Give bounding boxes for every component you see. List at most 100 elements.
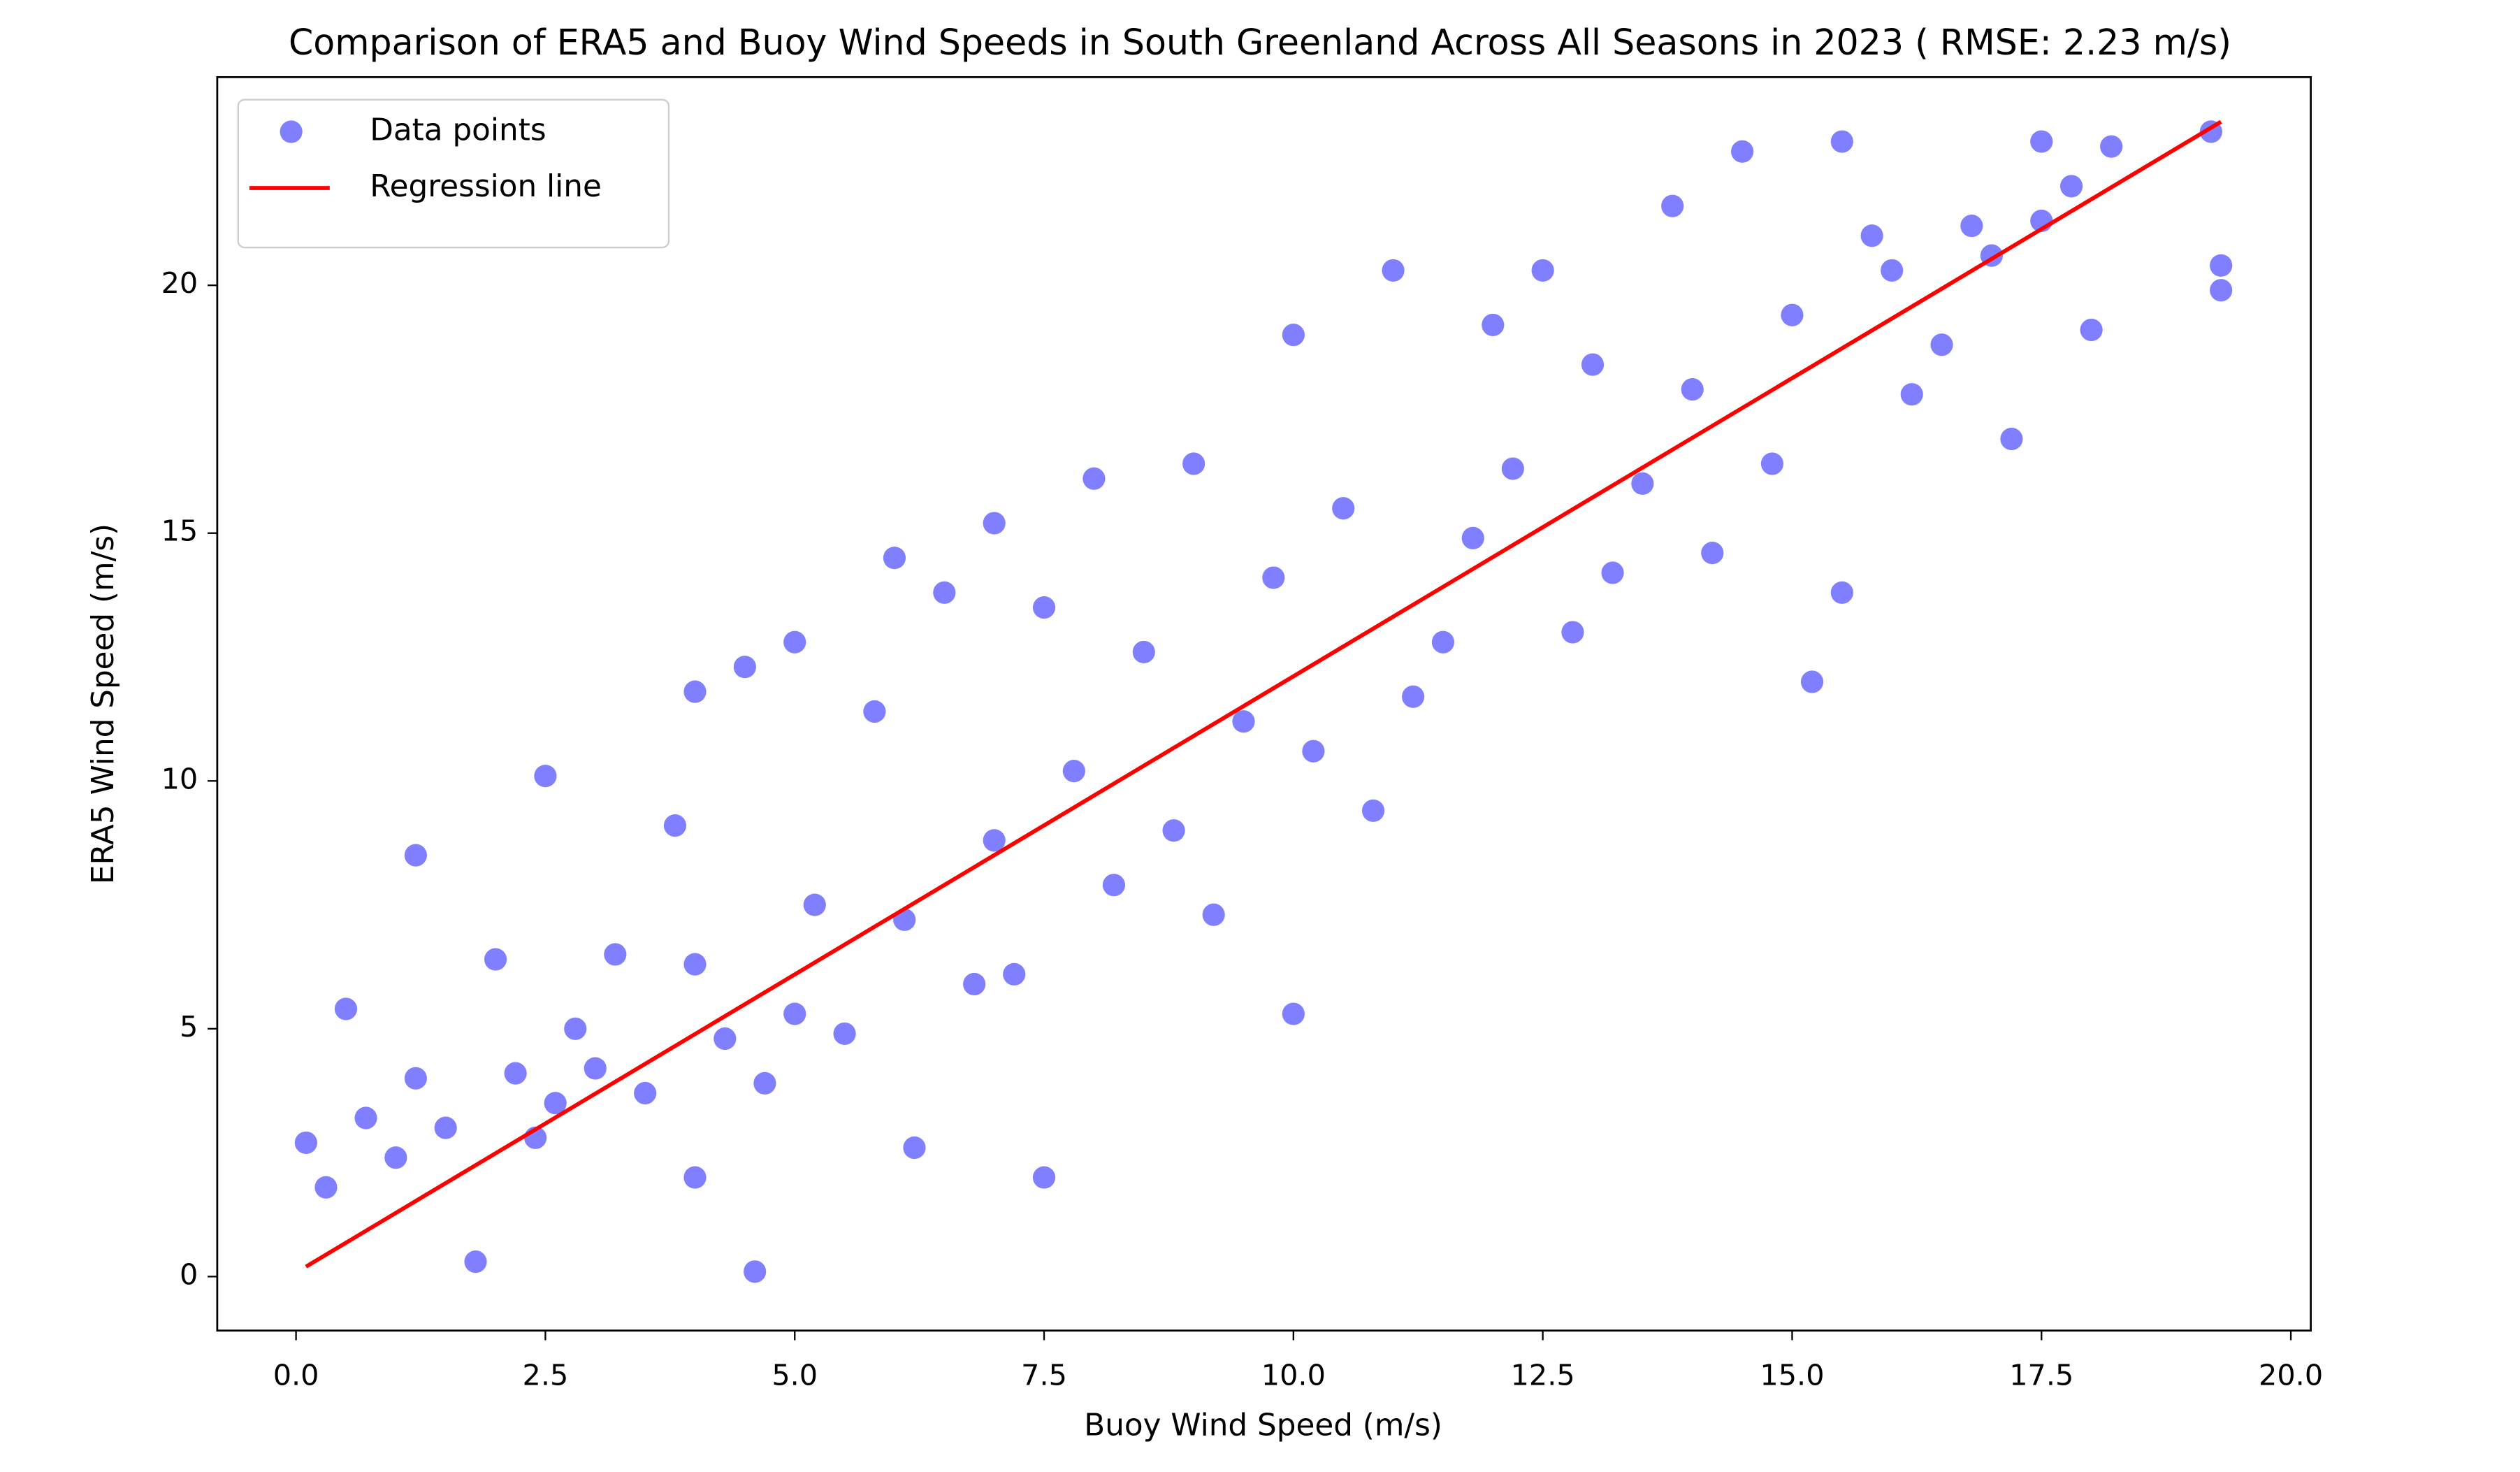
x-tick-label: 12.5	[1511, 1358, 1575, 1392]
data-point	[1431, 630, 1455, 654]
data-point	[1461, 526, 1484, 549]
data-point	[783, 630, 806, 654]
data-point	[983, 829, 1006, 852]
x-axis-label: Buoy Wind Speed (m/s)	[1084, 1408, 1442, 1443]
data-point	[1960, 214, 1983, 238]
data-point	[584, 1057, 607, 1080]
x-tick-label: 5.0	[772, 1358, 818, 1392]
x-tick-label: 15.0	[1760, 1358, 1824, 1392]
data-point	[1661, 194, 1684, 217]
data-point	[2000, 427, 2023, 451]
data-point	[1003, 962, 1026, 986]
plot-area	[294, 120, 2233, 1283]
data-point	[1282, 323, 1305, 347]
data-point	[484, 948, 507, 971]
data-point	[1581, 353, 1605, 376]
legend-label: Data points	[370, 113, 546, 148]
legend: Data points Regression line	[237, 99, 670, 249]
plot-frame	[216, 75, 2312, 1332]
data-point	[1232, 710, 1255, 733]
data-point	[714, 1027, 737, 1051]
data-point	[1032, 596, 1056, 619]
data-point	[544, 1092, 567, 1115]
data-point	[1262, 566, 1285, 589]
data-point	[294, 1131, 317, 1155]
data-point	[1531, 259, 1554, 282]
data-point	[1082, 467, 1106, 490]
data-point	[683, 953, 707, 976]
x-tick-label: 2.5	[523, 1358, 569, 1392]
data-point	[1830, 581, 1853, 604]
data-point	[1332, 497, 1355, 520]
data-point	[2210, 254, 2233, 277]
y-tick-label: 10	[161, 762, 198, 795]
y-tick-label: 15	[161, 514, 198, 548]
data-point	[1900, 383, 1923, 406]
data-point	[933, 581, 956, 604]
data-point	[1382, 259, 1405, 282]
data-point	[534, 765, 557, 788]
data-point	[434, 1116, 457, 1139]
data-point	[1731, 140, 1754, 163]
data-point	[334, 997, 358, 1020]
data-point	[564, 1017, 587, 1040]
data-point	[1631, 472, 1654, 495]
data-point	[1860, 224, 1883, 247]
data-point	[1282, 1002, 1305, 1025]
data-point	[683, 680, 707, 703]
data-point	[1830, 130, 1853, 153]
data-point	[1482, 313, 1505, 337]
data-point	[354, 1106, 377, 1130]
data-point	[963, 972, 986, 996]
data-point	[634, 1081, 657, 1105]
data-point	[744, 1260, 767, 1283]
data-point	[733, 656, 756, 679]
data-point	[1032, 1166, 1056, 1189]
data-point	[983, 512, 1006, 535]
data-point	[1800, 670, 1824, 693]
data-point	[504, 1062, 527, 1085]
data-point	[1402, 685, 1425, 708]
data-point	[2210, 279, 2233, 302]
data-point	[1132, 640, 1155, 664]
data-point	[2030, 130, 2053, 153]
x-tick-label: 7.5	[1021, 1358, 1067, 1392]
data-point	[1501, 457, 1524, 480]
legend-box	[237, 99, 670, 249]
x-tick-label: 0.0	[273, 1358, 319, 1392]
data-point	[1561, 621, 1584, 644]
data-point	[863, 700, 886, 723]
data-point	[803, 893, 826, 916]
data-point	[1182, 452, 1205, 475]
x-tick-label: 10.0	[1261, 1358, 1326, 1392]
y-tick-label: 20	[161, 266, 198, 300]
data-point	[384, 1146, 407, 1169]
data-point	[1760, 452, 1784, 475]
data-point	[753, 1071, 776, 1095]
data-point	[1202, 903, 1225, 926]
y-tick-label: 0	[180, 1257, 198, 1291]
regression-line	[305, 120, 2222, 1269]
y-axis-label: ERA5 Wind Speed (m/s)	[85, 524, 121, 884]
legend-swatch	[280, 120, 303, 143]
data-point	[2059, 175, 2083, 198]
data-point	[1781, 303, 1804, 326]
data-point	[1361, 799, 1385, 822]
data-point	[1681, 377, 1704, 401]
data-point	[1930, 333, 1953, 356]
data-point	[903, 1136, 926, 1160]
x-tick-label: 20.0	[2259, 1358, 2323, 1392]
y-tick-label: 5	[180, 1010, 198, 1044]
data-point	[404, 1067, 427, 1090]
data-point	[783, 1002, 806, 1025]
data-point	[1102, 874, 1126, 897]
data-point	[2100, 135, 2123, 158]
data-point	[1162, 819, 1185, 842]
data-point	[1062, 760, 1085, 783]
data-point	[883, 547, 906, 570]
data-point	[683, 1166, 707, 1189]
legend-label: Regression line	[370, 168, 602, 204]
data-point	[1701, 542, 1724, 565]
